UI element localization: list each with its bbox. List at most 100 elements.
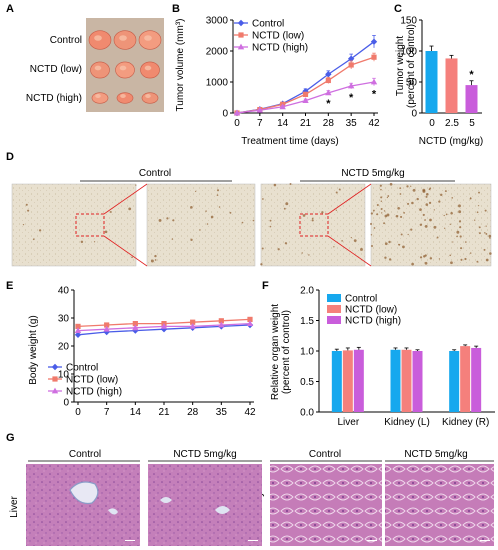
stained-cell	[22, 223, 25, 226]
stained-cell	[171, 238, 174, 240]
panel-f-organ-weight-chart: F Relative organ weight (percent of cont…	[262, 280, 495, 428]
panel-a: A Control NCTD (low) NCTD (high)	[6, 3, 164, 112]
bar	[412, 351, 423, 412]
stained-cell	[400, 215, 403, 219]
stained-cell	[388, 258, 392, 261]
stained-cell	[93, 241, 96, 243]
x-tick-label: 7	[104, 407, 110, 418]
stained-cell	[335, 191, 338, 194]
data-point	[347, 82, 355, 89]
stained-cell	[341, 240, 343, 242]
y-axis-label: Tumor weight	[395, 36, 406, 96]
stained-cell	[416, 197, 419, 201]
significance-mark: *	[326, 98, 331, 110]
stained-cell	[376, 204, 379, 207]
tumor-highlight	[145, 94, 151, 98]
data-point	[238, 32, 244, 38]
stained-cell	[321, 211, 324, 214]
stained-cell	[372, 209, 375, 212]
stained-cell	[399, 193, 402, 195]
stained-cell	[166, 217, 169, 220]
stained-cell	[456, 230, 460, 234]
stained-cell	[229, 211, 232, 214]
y-axis-label-line-2: (percent of control)	[406, 24, 417, 108]
stained-cell	[444, 190, 447, 193]
stained-cell	[460, 258, 463, 261]
stained-cell	[216, 194, 219, 196]
stained-cell	[397, 206, 400, 210]
stained-cell	[425, 192, 429, 196]
x-tick-label: 14	[130, 407, 142, 418]
data-point	[371, 54, 377, 60]
y-tick-label: 40	[58, 286, 70, 297]
stained-cell	[353, 239, 357, 243]
y-tick-label: 0.5	[300, 377, 314, 388]
stained-cell	[449, 223, 451, 225]
stained-cell	[451, 197, 454, 199]
stained-cell	[438, 258, 441, 260]
he-image-liver-control	[26, 464, 140, 546]
tumor-specimen	[90, 61, 110, 79]
stained-cell	[38, 229, 42, 232]
stained-cell	[443, 214, 445, 217]
stained-cell	[333, 246, 335, 248]
y-tick-label: 50	[406, 78, 418, 89]
y-tick-label: 1.0	[300, 347, 314, 358]
stained-cell	[154, 254, 157, 258]
x-axis-label: NCTD (mg/kg)	[419, 136, 483, 147]
stained-cell	[389, 182, 393, 186]
x-tick-label: 42	[368, 118, 380, 129]
bar	[353, 349, 364, 412]
stained-cell	[397, 215, 399, 217]
liver-vessel	[160, 497, 172, 503]
stained-cell	[260, 263, 263, 266]
data-point	[74, 331, 82, 338]
bar	[342, 350, 353, 412]
y-tick-label: 3000	[206, 16, 229, 27]
data-point	[132, 324, 139, 331]
tumor-highlight	[94, 35, 102, 41]
legend-swatch	[327, 305, 341, 313]
stained-cell	[190, 206, 193, 209]
tumor-specimen	[91, 92, 109, 104]
stained-cell	[488, 234, 492, 238]
stained-cell	[285, 202, 289, 206]
x-tick-label: 28	[323, 118, 335, 129]
stained-cell	[383, 210, 386, 212]
panel-a-row-label: NCTD (high)	[26, 93, 82, 104]
stained-cell	[445, 213, 448, 216]
stained-cell	[190, 238, 193, 242]
ihc-image-control-overview	[11, 183, 137, 267]
stained-cell	[406, 202, 410, 205]
stained-cell	[269, 219, 272, 222]
x-tick-label: 42	[244, 407, 256, 418]
stained-cell	[483, 248, 486, 251]
data-point	[246, 320, 254, 326]
stained-cell	[284, 242, 288, 245]
y-tick-label: 0	[411, 109, 417, 120]
y-axis-label: Tumor volume (mm³)	[175, 19, 186, 112]
tumor-highlight	[119, 35, 127, 41]
stained-cell	[428, 188, 431, 191]
x-tick-label: Liver	[337, 417, 359, 428]
stained-cell	[206, 223, 209, 225]
stained-cell	[199, 229, 201, 231]
stained-cell	[216, 189, 220, 192]
bar	[445, 58, 458, 113]
data-point	[74, 327, 82, 333]
stained-cell	[411, 262, 414, 266]
panel-letter-c: C	[394, 3, 402, 15]
stained-cell	[459, 226, 462, 229]
panel-letter-b: B	[172, 3, 180, 15]
stained-cell	[384, 256, 387, 259]
stained-cell	[383, 222, 386, 225]
stained-cell	[484, 232, 486, 234]
stained-cell	[262, 198, 264, 200]
stained-cell	[338, 188, 341, 191]
stained-cell	[412, 188, 416, 192]
legend-label: NCTD (low)	[345, 305, 397, 316]
stained-cell	[194, 190, 197, 193]
zoom-connector	[327, 235, 372, 267]
stained-cell	[218, 206, 221, 208]
